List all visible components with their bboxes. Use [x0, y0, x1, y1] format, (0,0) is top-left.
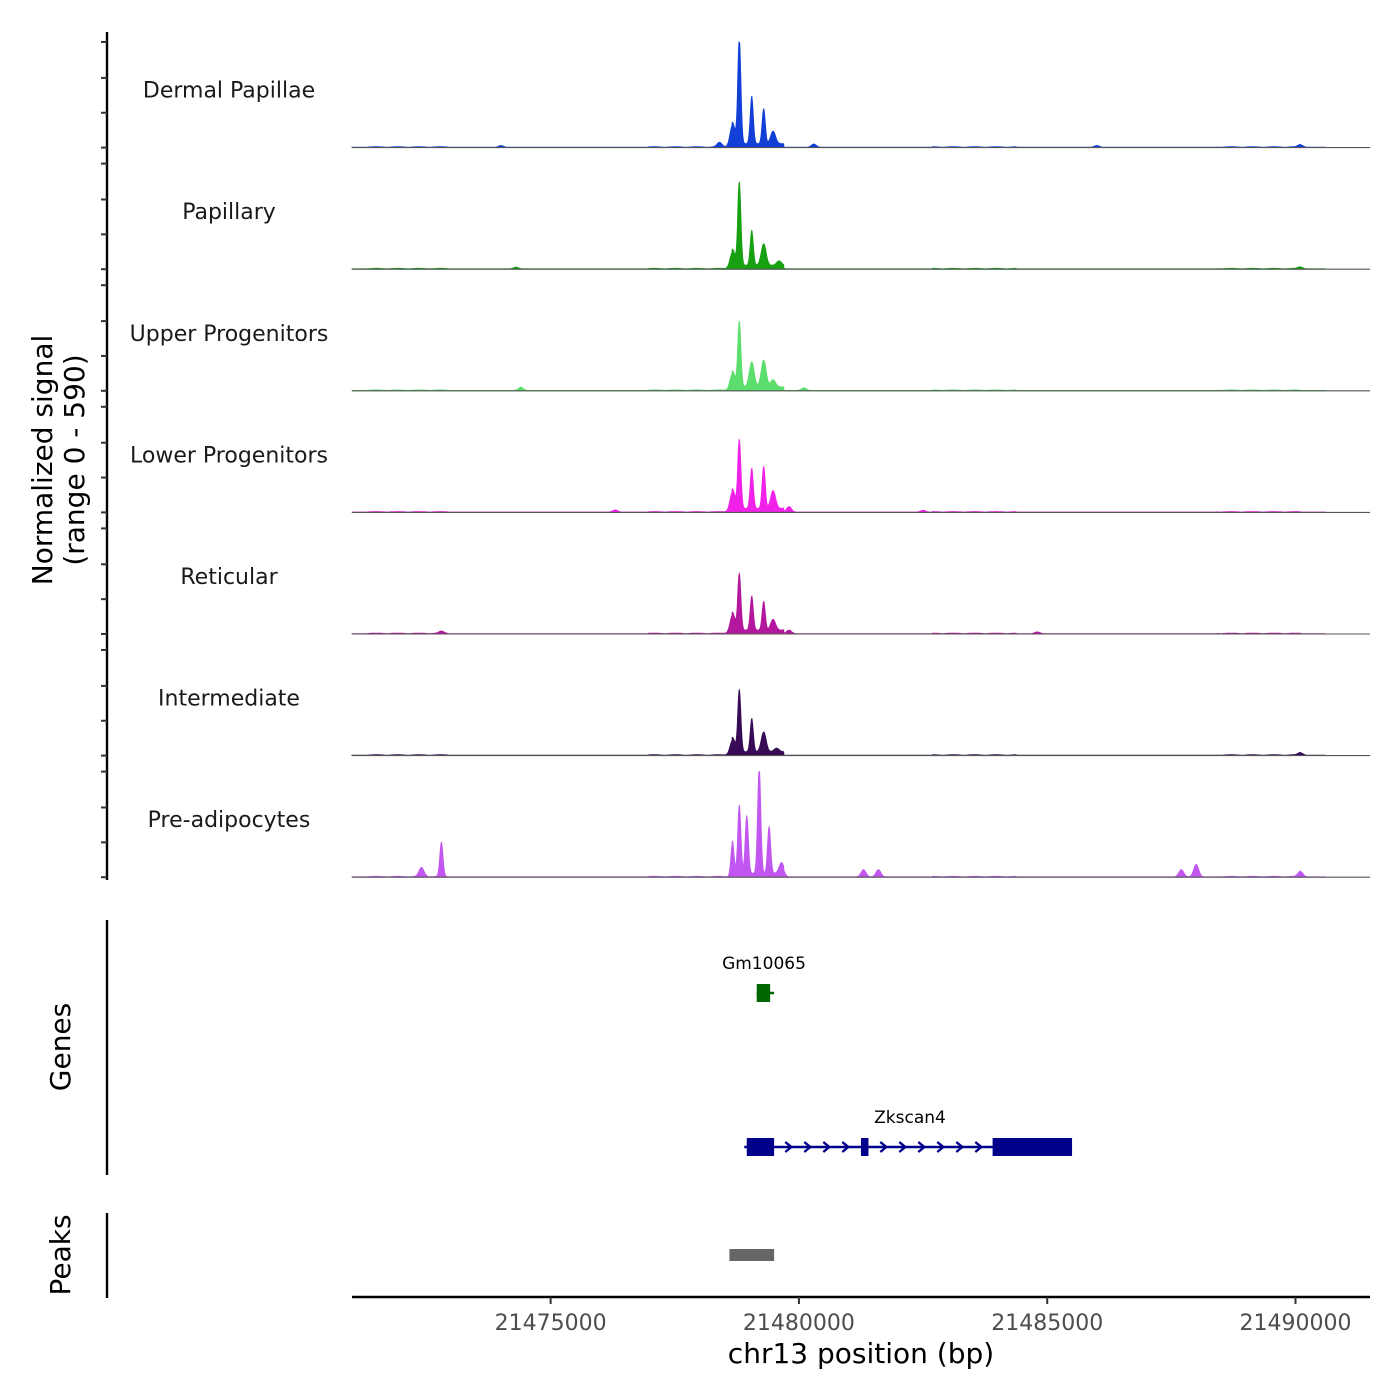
coverage-area: [351, 688, 1326, 756]
track-label: Dermal Papillae: [143, 79, 315, 104]
gene-label: Zkscan4: [874, 1108, 946, 1128]
track-pre-adipocytes: Pre-adipocytes: [148, 771, 1370, 878]
peak-region: [729, 1249, 775, 1261]
coverage-area: [351, 572, 1326, 635]
y-axis: [101, 32, 109, 880]
strand-arrow: [898, 1141, 908, 1153]
peaks-panel: [105, 1213, 775, 1298]
x-tick-label: 21485000: [991, 1311, 1103, 1336]
strand-arrow: [955, 1141, 965, 1153]
x-tick-label: 21480000: [743, 1311, 855, 1336]
peaks-track-label: Peaks: [44, 1214, 77, 1295]
coverage-area: [351, 771, 1326, 878]
track-label: Upper Progenitors: [130, 322, 329, 347]
strand-arrow: [936, 1141, 946, 1153]
track-papillary: Papillary: [182, 181, 1370, 270]
genes-panel: Gm10065 Zkscan4: [105, 920, 1073, 1175]
strand-arrow: [879, 1141, 889, 1153]
exon: [746, 1138, 775, 1156]
track-intermediate: Intermediate: [158, 687, 1370, 757]
exon: [992, 1138, 1073, 1156]
track-reticular: Reticular: [180, 565, 1370, 635]
strand-arrow: [841, 1141, 851, 1153]
gene-label: Gm10065: [722, 954, 806, 974]
coverage-area: [351, 41, 1326, 148]
coverage-area: [351, 321, 1326, 392]
track-upper-progenitors: Upper Progenitors: [130, 321, 1370, 392]
track-lower-progenitors: Lower Progenitors: [130, 439, 1370, 513]
gene-zkscan4: Zkscan4: [744, 1108, 1073, 1156]
y-axis-label-line1: Normalized signal: [26, 335, 59, 586]
gene-gm10065: Gm10065: [722, 954, 806, 1002]
strand-arrow: [974, 1141, 984, 1153]
x-tick-label: 21475000: [495, 1311, 607, 1336]
exon: [861, 1138, 869, 1156]
track-label: Lower Progenitors: [130, 443, 328, 468]
strand-arrow: [822, 1141, 832, 1153]
strand-arrow: [917, 1141, 927, 1153]
y-axis-label-line2: (range 0 - 590): [58, 354, 91, 565]
x-axis-label: chr13 position (bp): [728, 1337, 994, 1370]
exon: [756, 984, 771, 1002]
x-tick-label: 21490000: [1240, 1311, 1352, 1336]
track-label: Pre-adipocytes: [148, 808, 311, 833]
track-label: Reticular: [180, 565, 278, 590]
track-label: Papillary: [182, 200, 276, 225]
genes-track-label: Genes: [44, 1003, 77, 1091]
track-dermal-papillae: Dermal Papillae: [143, 41, 1370, 149]
track-label: Intermediate: [158, 687, 300, 712]
coverage-area: [351, 181, 1326, 270]
strand-arrow: [803, 1141, 813, 1153]
x-axis: 21475000 21480000 21485000 21490000: [352, 1295, 1370, 1336]
coverage-area: [351, 439, 1326, 513]
strand-arrow: [784, 1141, 794, 1153]
coverage-tracks: Dermal Papillae Papillary Upper Progenitor…: [130, 41, 1370, 878]
